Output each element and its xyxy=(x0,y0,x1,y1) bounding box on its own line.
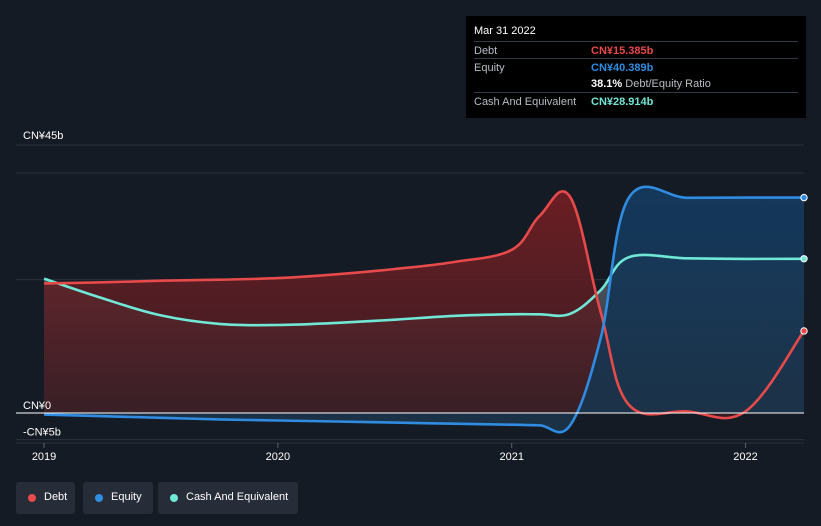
tooltip-label-debt: Debt xyxy=(474,45,498,57)
legend-label-cash: Cash And Equivalent xyxy=(186,491,289,503)
tooltip-row-debt: Debt CN¥15.385b xyxy=(474,41,798,59)
point-layer xyxy=(800,193,808,335)
legend-item-cash[interactable]: Cash And Equivalent xyxy=(158,482,298,514)
legend-dot-cash xyxy=(170,494,178,502)
endpoint-debt xyxy=(800,327,808,335)
tooltip-row-cash: Cash And Equivalent CN¥28.914b xyxy=(474,92,798,110)
chart-tooltip: Mar 31 2022 Debt CN¥15.385b Equity CN¥40… xyxy=(466,16,806,118)
tooltip-date: Mar 31 2022 xyxy=(474,25,536,37)
legend-item-equity[interactable]: Equity xyxy=(83,482,153,514)
y-tick-label-0: CN¥45b xyxy=(23,130,63,142)
legend-dot-equity xyxy=(95,494,103,502)
tooltip-ratio-suffix: Debt/Equity Ratio xyxy=(625,78,711,90)
x-tick-label-2: 2021 xyxy=(499,451,523,463)
legend-dot-debt xyxy=(28,494,36,502)
legend-item-debt[interactable]: Debt xyxy=(16,482,75,514)
tooltip-row-ratio: 38.1% Debt/Equity Ratio xyxy=(474,75,798,92)
tooltip-ratio-value: 38.1% xyxy=(591,78,623,90)
y-tick-label-1: CN¥0 xyxy=(23,400,51,412)
tooltip-value-cash: CN¥28.914b xyxy=(591,96,654,108)
y-tick-label-2: -CN¥5b xyxy=(23,427,61,439)
legend-label-debt: Debt xyxy=(44,491,68,503)
x-tick-label-0: 2019 xyxy=(32,451,56,463)
tooltip-label-cash: Cash And Equivalent xyxy=(474,96,577,108)
tooltip-label-equity: Equity xyxy=(474,62,505,74)
area-debt xyxy=(44,191,804,419)
line-debt xyxy=(44,189,804,420)
axis-layer: CN¥45b CN¥0 -CN¥5b 2019 2020 2021 2022 xyxy=(16,130,804,463)
tooltip-value-debt: CN¥15.385b xyxy=(591,45,654,57)
line-equity xyxy=(44,185,804,434)
tooltip-value-equity: CN¥40.389b xyxy=(591,62,654,74)
legend-label-equity: Equity xyxy=(111,491,142,503)
x-tick-label-3: 2022 xyxy=(733,451,757,463)
endpoint-cash xyxy=(800,255,808,263)
line-cash xyxy=(43,253,804,327)
tooltip-ratio: 38.1% Debt/Equity Ratio xyxy=(591,78,711,90)
tooltip-row-equity: Equity CN¥40.389b xyxy=(474,58,798,76)
endpoint-equity xyxy=(800,193,808,202)
area-layer xyxy=(44,186,804,433)
line-layer xyxy=(43,185,804,434)
x-tick-label-1: 2020 xyxy=(266,451,290,463)
